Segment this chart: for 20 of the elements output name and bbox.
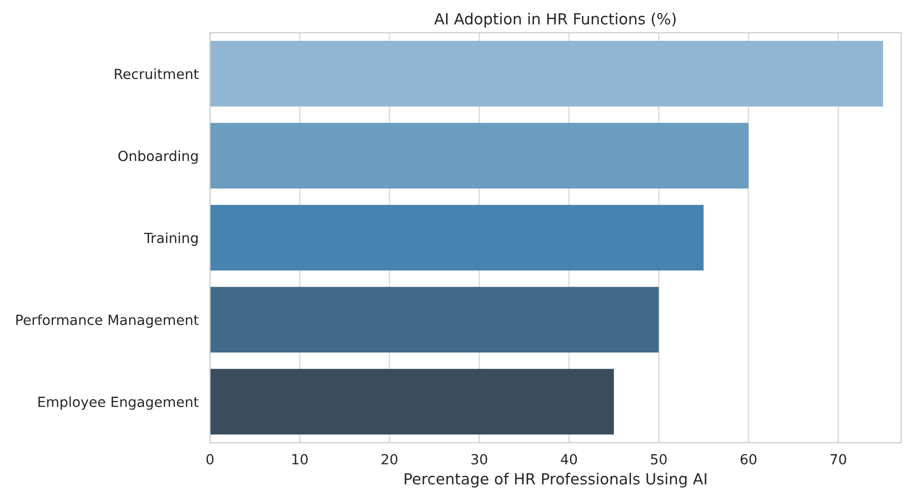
x-tick-label: 70: [830, 454, 846, 464]
bar: [210, 40, 884, 106]
bar: [210, 204, 704, 270]
x-tick-label: 30: [471, 454, 488, 464]
x-tick-label: 60: [740, 454, 756, 464]
y-tick-label: Recruitment: [114, 68, 199, 80]
y-tick-label: Performance Management: [16, 314, 199, 328]
bar: [210, 368, 614, 434]
y-tick-label: Training: [144, 232, 198, 246]
y-tick-label: Employee Engagement: [38, 396, 199, 410]
bar: [210, 286, 659, 352]
x-tick-label: 40: [560, 454, 577, 464]
x-tick-label: 0: [206, 454, 214, 464]
x-tick-label: 20: [382, 454, 398, 464]
y-tick-label: Onboarding: [118, 150, 198, 164]
x-tick-label: 10: [292, 454, 308, 464]
x-tick-label: 50: [650, 454, 667, 464]
bar: [210, 122, 748, 188]
x-axis-title: Percentage of HR Professionals Using AI: [404, 472, 706, 488]
chart-title: AI Adoption in HR Functions (%): [434, 12, 676, 28]
